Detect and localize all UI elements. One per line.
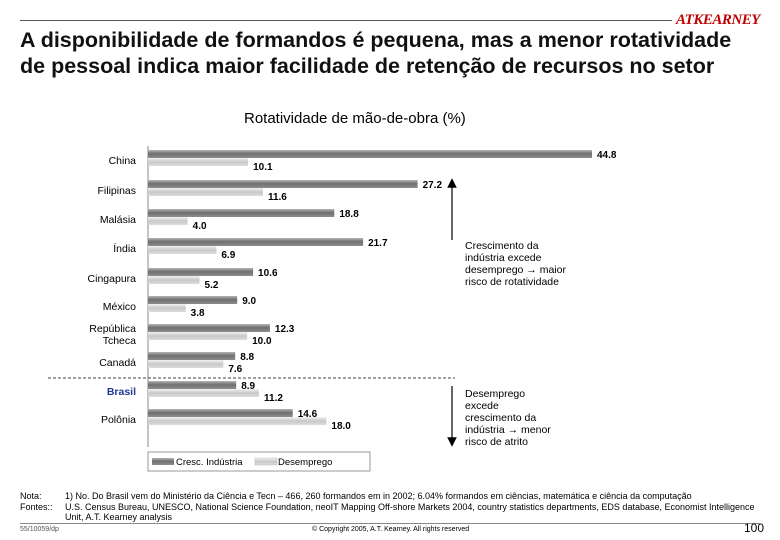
- value-label-desemprego: 18.0: [331, 421, 351, 432]
- bar-cresc-industria: [148, 324, 270, 332]
- category-label: Tcheca: [103, 335, 136, 347]
- document-id: 55/10059/dp: [20, 526, 59, 533]
- value-label-cresc: 18.8: [339, 209, 359, 220]
- bar-desemprego: [148, 276, 200, 284]
- legend-label-desemprego: Desemprego: [278, 457, 332, 468]
- value-label-cresc: 44.8: [597, 150, 617, 161]
- bar-desemprego: [148, 332, 248, 340]
- nota-text: 1) No. Do Brasil vem do Ministério da Ci…: [65, 491, 692, 501]
- bar-cresc-industria: [148, 409, 293, 417]
- bar-desemprego: [148, 217, 188, 225]
- bar-cresc-industria: [148, 352, 236, 360]
- bar-cresc-industria: [148, 180, 418, 188]
- footer-rule: [20, 523, 760, 524]
- fontes-text: U.S. Census Bureau, UNESCO, National Sci…: [65, 501, 755, 523]
- legend-label-cresc: Cresc. Indústria: [176, 457, 243, 468]
- nota-label: Nota:: [20, 491, 42, 501]
- value-label-cresc: 8.9: [241, 381, 255, 392]
- value-label-cresc: 9.0: [242, 296, 256, 307]
- category-label: Canadá: [99, 357, 136, 369]
- value-label-cresc: 12.3: [275, 324, 295, 335]
- bar-cresc-industria: [148, 209, 335, 217]
- value-label-desemprego: 5.2: [205, 280, 219, 291]
- value-label-cresc: 14.6: [298, 409, 318, 420]
- company-logo: ATKEARNEY: [676, 12, 760, 28]
- category-label: Malásia: [100, 214, 136, 226]
- bar-desemprego: [148, 304, 186, 312]
- header-rule: [20, 20, 672, 21]
- notes-block: Nota: 1) No. Do Brasil vem do Ministério…: [20, 491, 770, 523]
- page-title: A disponibilidade de formandos é pequena…: [20, 28, 732, 78]
- category-label: Brasil: [107, 386, 136, 398]
- value-label-desemprego: 11.2: [264, 393, 283, 404]
- bar-desemprego: [148, 389, 259, 397]
- bar-cresc-industria: [148, 381, 237, 389]
- category-label: Filipinas: [97, 185, 136, 197]
- value-label-desemprego: 11.6: [268, 192, 287, 203]
- bar-cresc-industria: [148, 268, 254, 276]
- value-label-desemprego: 3.8: [191, 308, 205, 319]
- category-label: México: [103, 301, 136, 313]
- legend-swatch-desemprego: [254, 457, 278, 466]
- value-label-cresc: 27.2: [423, 180, 443, 191]
- category-label: Índia: [113, 242, 136, 255]
- bar-desemprego: [148, 158, 249, 166]
- value-label-cresc: 21.7: [368, 238, 388, 249]
- chart-title: Rotatividade de mão-de-obra (%): [244, 110, 466, 127]
- value-label-desemprego: 4.0: [193, 221, 207, 232]
- annotation-upper: Crescimento da indústria excede desempre…: [465, 240, 566, 288]
- bar-desemprego: [148, 417, 327, 425]
- value-label-cresc: 10.6: [258, 268, 278, 279]
- annotation-lower: Desemprego excede crescimento da indústr…: [465, 388, 551, 448]
- bar-cresc-industria: [148, 238, 364, 246]
- value-label-desemprego: 10.1: [253, 162, 273, 173]
- bar-cresc-industria: [148, 296, 238, 304]
- bar-desemprego: [148, 188, 263, 196]
- copyright-text: © Copyright 2005, A.T. Kearney. All righ…: [312, 526, 470, 533]
- legend-swatch-cresc: [152, 458, 174, 465]
- category-label: China: [109, 155, 137, 167]
- fontes-label: Fontes::: [20, 501, 53, 512]
- value-label-desemprego: 10.0: [252, 336, 272, 347]
- category-label: República: [89, 323, 136, 335]
- value-label-desemprego: 7.6: [228, 364, 242, 375]
- category-label: Polônia: [101, 414, 136, 426]
- category-label: Cingapura: [88, 273, 137, 285]
- value-label-desemprego: 6.9: [221, 250, 235, 261]
- value-label-cresc: 8.8: [240, 352, 254, 363]
- bar-cresc-industria: [148, 150, 592, 158]
- page-number: 100: [744, 521, 765, 535]
- bar-desemprego: [148, 360, 224, 368]
- bar-desemprego: [148, 246, 217, 254]
